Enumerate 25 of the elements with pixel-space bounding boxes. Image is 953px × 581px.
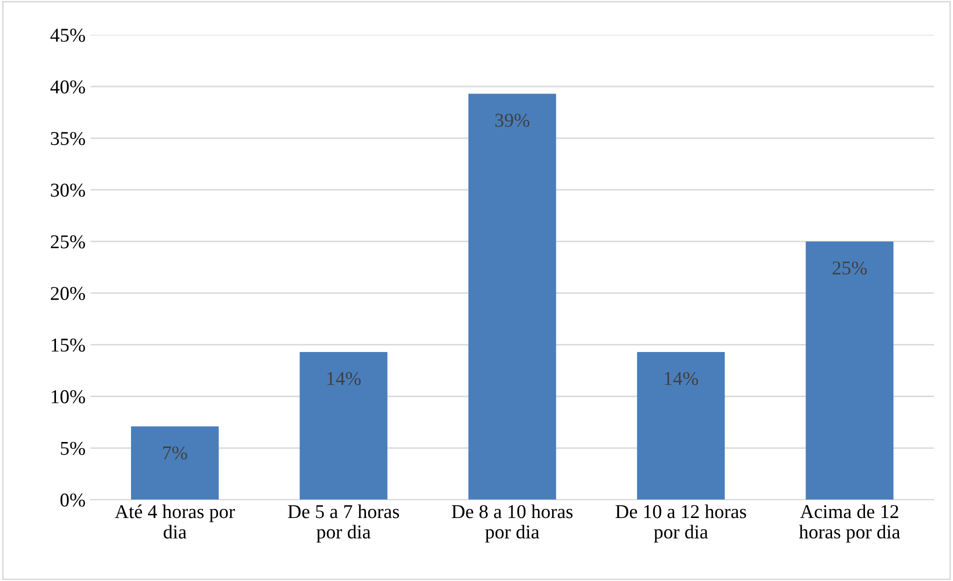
y-tick-label: 5% [60, 442, 86, 456]
data-label: 14% [664, 372, 698, 386]
x-tick-label: De 5 a 7 horas por dia [288, 504, 400, 542]
y-tick-label: 0% [60, 493, 86, 507]
data-label: 7% [163, 446, 188, 460]
bar [806, 241, 894, 500]
y-tick-label: 30% [50, 184, 86, 197]
data-label: 39% [495, 114, 530, 127]
y-tick-label: 40% [50, 80, 86, 94]
x-tick-label: Acima de 12 horas por dia [799, 504, 900, 542]
y-tick-label: 20% [50, 286, 86, 300]
bar [300, 352, 388, 500]
y-tick-label: 45% [50, 28, 86, 42]
bar [468, 94, 556, 500]
y-tick-label: 15% [52, 338, 86, 352]
y-tick-label: 10% [52, 390, 86, 404]
y-tick-label: 35% [50, 132, 86, 146]
bar [637, 352, 725, 500]
y-tick-label: 25% [50, 235, 86, 248]
x-tick-label: De 8 a 10 horas por dia [452, 504, 573, 542]
data-label: 14% [327, 372, 361, 386]
x-tick-label: Até 4 horas por dia [114, 504, 235, 539]
x-tick-label: De 10 a 12 horas por dia [616, 504, 746, 542]
data-label: 25% [832, 261, 867, 275]
bar [131, 426, 219, 500]
